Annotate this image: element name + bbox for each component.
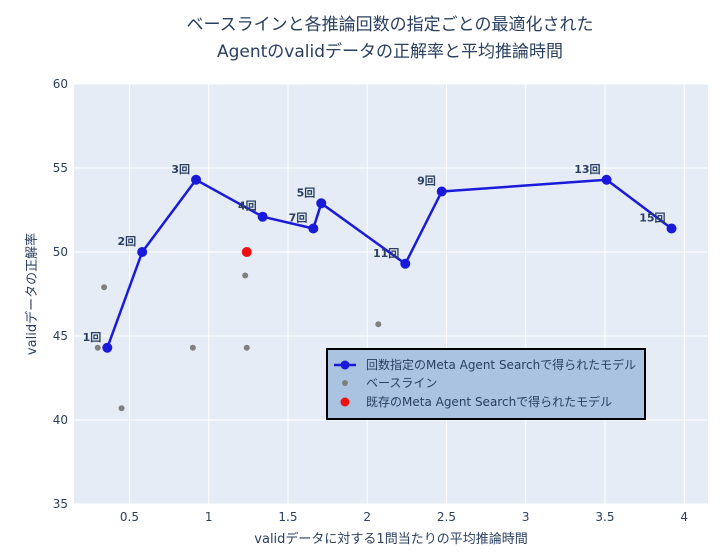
baseline-point-2 <box>118 405 125 412</box>
x-axis-title: validデータに対する1問当たりの平均推論時間 <box>254 531 527 547</box>
point-label-4: 7回 <box>289 210 308 224</box>
point-label-8: 13回 <box>574 162 600 176</box>
legend-box <box>326 348 646 420</box>
point-label-0: 1回 <box>83 330 102 344</box>
chart-title-line-2: Agentのvalidデータの正解率と平均推論時間 <box>217 41 563 62</box>
legend-label-series-0: 回数指定のMeta Agent Searchで得られたモデル <box>366 357 636 372</box>
baseline-point-6 <box>375 321 382 328</box>
y-tick-label-1: 40 <box>53 413 68 427</box>
baseline-point-0 <box>94 344 101 351</box>
series-point-9 <box>666 223 677 234</box>
x-tick-label-4: 2.5 <box>437 510 456 524</box>
y-axis-title: validデータの正解率 <box>24 233 40 355</box>
series-point-2 <box>191 174 202 185</box>
x-tick-label-3: 2 <box>363 510 371 524</box>
baseline-point-1 <box>101 284 108 291</box>
series-point-0 <box>102 342 113 353</box>
y-tick-label-3: 50 <box>53 245 68 259</box>
x-tick-label-7: 4 <box>680 510 688 524</box>
legend: 回数指定のMeta Agent Searchで得られたモデル ベースライン 既存… <box>326 348 646 420</box>
x-tick-label-6: 3.5 <box>595 510 614 524</box>
y-tick-label-2: 45 <box>53 329 68 343</box>
series-point-7 <box>436 186 447 197</box>
x-tick-label-2: 1.5 <box>278 510 297 524</box>
legend-label-series-2: 既存のMeta Agent Searchで得られたモデル <box>366 394 612 409</box>
x-tick-label-5: 3 <box>522 510 530 524</box>
series-point-8 <box>601 174 612 185</box>
tick-labels: 0.5 1 1.5 2 2.5 3 3.5 4 35 40 45 50 55 60 <box>53 77 688 524</box>
existing-model-point-0 <box>241 247 252 257</box>
series-point-5 <box>316 198 327 209</box>
baseline-point-3 <box>189 344 196 351</box>
series-point-3 <box>257 211 268 222</box>
series-point-4 <box>308 223 319 234</box>
point-label-2: 3回 <box>171 162 190 176</box>
x-tick-label-1: 1 <box>205 510 213 524</box>
legend-line-marker <box>340 360 350 370</box>
series-point-1 <box>137 247 148 257</box>
series-layer: 1回 2回 3回 4回 7回 5回 11回 9回 13回 15回 <box>83 162 677 412</box>
point-label-3: 4回 <box>238 199 257 213</box>
y-tick-label-0: 35 <box>53 497 68 511</box>
legend-label-series-1: ベースライン <box>366 376 437 390</box>
point-label-7: 9回 <box>417 174 436 188</box>
baseline-point-4 <box>242 272 249 279</box>
x-tick-label-0: 0.5 <box>120 510 139 524</box>
point-label-5: 5回 <box>297 185 316 199</box>
chart-title-line-1: ベースラインと各推論回数の指定ごとの最適化された <box>187 15 594 35</box>
legend-baseline-marker <box>342 380 348 386</box>
plot-area <box>74 84 708 504</box>
series-line <box>106 178 673 349</box>
y-tick-label-4: 55 <box>53 161 68 175</box>
baseline-point-5 <box>243 344 250 351</box>
point-label-9: 15回 <box>639 210 665 224</box>
legend-existing-marker <box>340 397 350 407</box>
series-point-6 <box>400 258 411 269</box>
point-label-1: 2回 <box>117 234 136 248</box>
y-tick-label-5: 60 <box>53 77 68 91</box>
point-label-6: 11回 <box>373 246 399 260</box>
